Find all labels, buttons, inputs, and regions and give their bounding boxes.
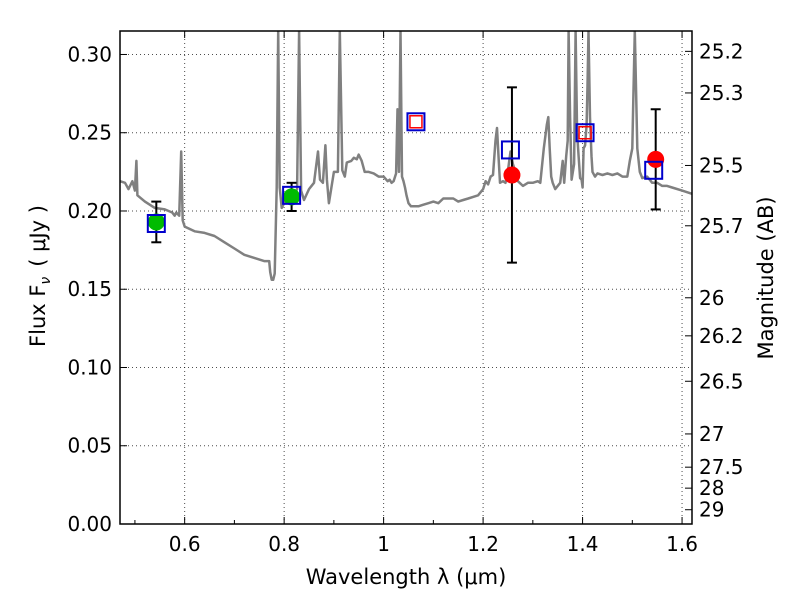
observed-point	[147, 213, 165, 231]
mag-tick-label: 27.5	[699, 455, 744, 479]
observed-point	[647, 150, 665, 168]
mag-tick-label: 29	[699, 498, 724, 522]
model-band-square	[500, 140, 520, 160]
mag-tick-label: 26	[699, 286, 724, 310]
model-band-square	[282, 185, 302, 205]
y-tick-label: 0.05	[67, 434, 112, 458]
y-tick-label: 0.10	[67, 355, 112, 379]
observed-point	[503, 166, 521, 184]
mag-tick-label: 25.2	[699, 39, 744, 63]
mag-tick-label: 25.5	[699, 153, 744, 177]
grid-lines	[120, 31, 692, 525]
x-tick-label: 1	[377, 532, 390, 556]
model-band-square	[644, 160, 664, 180]
model-band-square	[575, 123, 595, 143]
ticks: 0.6 0.8 1 1.2 1.4 1.6 0.00 0.05 0.10 0.15 0.20 0.25…	[67, 31, 744, 556]
y-tick-label: 0.25	[67, 121, 112, 145]
mag-tick-label: 26.5	[699, 369, 744, 393]
y-axis-title: Flux Fν ( μJy )	[26, 205, 54, 347]
x-tick-label: 0.6	[169, 532, 201, 556]
y-tick-label: 0.00	[67, 512, 112, 536]
model-spectrum-line	[120, 31, 692, 282]
model-band-square	[406, 112, 426, 132]
observed-limit-marker	[578, 125, 592, 140]
x-tick-label: 1.2	[467, 532, 499, 556]
x-tick-label: 1.4	[567, 532, 599, 556]
mag-tick-label: 25.3	[699, 81, 744, 105]
plot-area	[120, 31, 692, 282]
mag-tick-label: 25.7	[699, 214, 744, 238]
y-tick-label: 0.20	[67, 199, 112, 223]
y-tick-label: 0.15	[67, 277, 112, 301]
x-tick-label: 0.8	[268, 532, 300, 556]
mag-tick-label: 28	[699, 476, 724, 500]
axes	[119, 30, 693, 525]
y-tick-label: 0.30	[67, 42, 112, 66]
y2-axis-title: Magnitude (AB)	[754, 196, 778, 359]
y-axis-title-unit: ( μJy )	[26, 205, 50, 267]
mag-tick-label: 27	[699, 422, 724, 446]
y-axis-title-sub: ν	[38, 277, 54, 285]
plot-frame	[119, 30, 693, 525]
x-axis-title: Wavelength λ (μm)	[306, 565, 507, 589]
observed-limit-marker	[409, 115, 423, 129]
x-tick-label: 1.6	[666, 532, 698, 556]
y-axis-title-main: Flux F	[26, 285, 50, 347]
model-band-square	[146, 214, 166, 234]
mag-tick-label: 26.2	[699, 324, 744, 348]
observed-point	[283, 188, 301, 206]
